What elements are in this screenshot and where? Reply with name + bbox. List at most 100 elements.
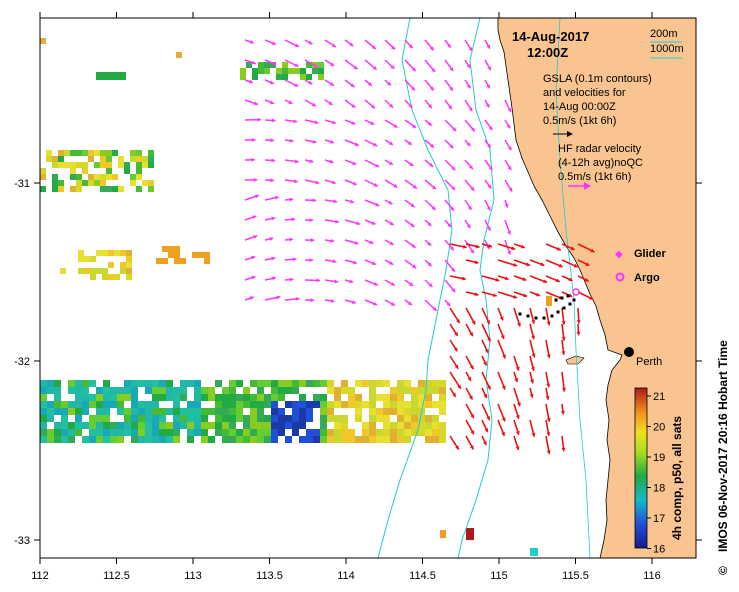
sst-pixel — [103, 380, 110, 387]
glider-point — [560, 296, 564, 300]
sst-pixel — [40, 401, 47, 408]
sst-pixel — [306, 401, 313, 408]
sst-pixel — [187, 436, 194, 443]
vector-head — [451, 288, 456, 293]
sst-pixel — [222, 415, 229, 422]
vector-head — [270, 138, 275, 143]
vector-head — [312, 198, 317, 203]
sst-pixel — [320, 401, 327, 408]
sst-pixel — [180, 422, 187, 429]
vector-head — [470, 414, 474, 419]
sst-pixel — [404, 422, 411, 429]
sst-pixel — [174, 246, 180, 252]
vector-head — [372, 65, 377, 70]
sst-pixel — [68, 422, 75, 429]
sst-pixel — [75, 422, 82, 429]
sst-pixel — [318, 68, 324, 74]
colorbar-title: 4h comp, p50, all sats — [670, 416, 684, 540]
sst-pixel — [54, 422, 61, 429]
vector-head — [531, 353, 536, 358]
sst-pixel — [383, 394, 390, 401]
sst-pixel — [292, 422, 299, 429]
vector-head — [531, 432, 536, 437]
sst-pixel — [70, 174, 76, 180]
vector-head — [309, 159, 314, 164]
sst-pixel — [201, 436, 208, 443]
sst-pixel — [236, 429, 243, 436]
vector-head — [590, 248, 595, 253]
sst-pixel — [96, 72, 126, 80]
sst-pixel — [124, 415, 131, 422]
sst-pixel — [117, 436, 124, 443]
sst-pixel — [229, 401, 236, 408]
sst-pixel — [215, 380, 222, 387]
sst-pixel — [194, 387, 201, 394]
vector-head — [487, 337, 491, 342]
sst-pixel — [110, 387, 117, 394]
vector-head — [253, 177, 258, 182]
vector-head — [330, 62, 335, 66]
sst-pixel — [257, 380, 264, 387]
sst-pixel — [306, 429, 313, 436]
vector-head — [429, 86, 434, 91]
vector-head — [354, 240, 359, 245]
sst-pixel — [70, 162, 76, 168]
sst-pixel — [173, 415, 180, 422]
vector-head — [470, 186, 475, 191]
hf-note-2: (4-12h avg)noQC — [558, 157, 643, 169]
vector-head — [500, 335, 505, 339]
sst-pixel — [117, 429, 124, 436]
sst-pixel — [96, 415, 103, 422]
vector-head — [449, 144, 454, 149]
sst-pixel — [131, 422, 138, 429]
sst-pixel — [100, 156, 106, 162]
sst-pixel — [306, 415, 313, 422]
sst-pixel — [76, 180, 82, 186]
sst-pixel — [198, 252, 204, 258]
sst-pixel — [341, 429, 348, 436]
sst-pixel — [173, 422, 180, 429]
sst-pixel — [78, 250, 84, 256]
vector-head — [504, 276, 509, 281]
vector-head — [328, 101, 333, 105]
vector-head — [371, 104, 375, 109]
glider-point — [562, 306, 566, 310]
sst-pixel — [110, 394, 117, 401]
sst-pixel — [411, 415, 418, 422]
sst-pixel — [54, 380, 61, 387]
sst-pixel — [54, 436, 61, 443]
x-tick-label: 113 — [184, 570, 202, 582]
sst-pixel — [355, 415, 362, 422]
sst-pixel — [418, 387, 425, 394]
glider-point — [566, 294, 570, 298]
sst-pixel — [341, 401, 348, 408]
vector-head — [461, 276, 466, 281]
depth-legend-1000: 1000m — [650, 43, 684, 55]
sst-pixel — [173, 408, 180, 415]
sst-pixel — [136, 174, 142, 180]
sst-pixel — [96, 387, 103, 394]
sst-pixel — [46, 156, 52, 162]
sst-pixel — [145, 422, 152, 429]
vector-head — [408, 44, 413, 49]
vector-head — [429, 46, 434, 51]
sst-pixel — [166, 394, 173, 401]
rottnest-island — [565, 355, 585, 365]
bathy-200m — [377, 18, 453, 558]
sst-pixel — [162, 246, 168, 252]
vector-head — [513, 262, 518, 267]
y-axis: -31 -32 -33 — [14, 178, 702, 547]
gsla-scale-arrow-head — [567, 131, 573, 137]
vector-head — [507, 108, 512, 113]
sst-pixel — [376, 415, 383, 422]
vector-head — [251, 157, 255, 162]
sst-pixel — [94, 162, 100, 168]
sst-pixel — [152, 436, 159, 443]
sst-pixel — [145, 429, 152, 436]
vector-head — [309, 218, 314, 223]
sst-pixel — [215, 415, 222, 422]
hf-scale-arrow-head — [584, 182, 591, 190]
vector-head — [335, 219, 339, 224]
sst-pixel — [306, 74, 312, 80]
sst-pixel — [439, 380, 446, 387]
